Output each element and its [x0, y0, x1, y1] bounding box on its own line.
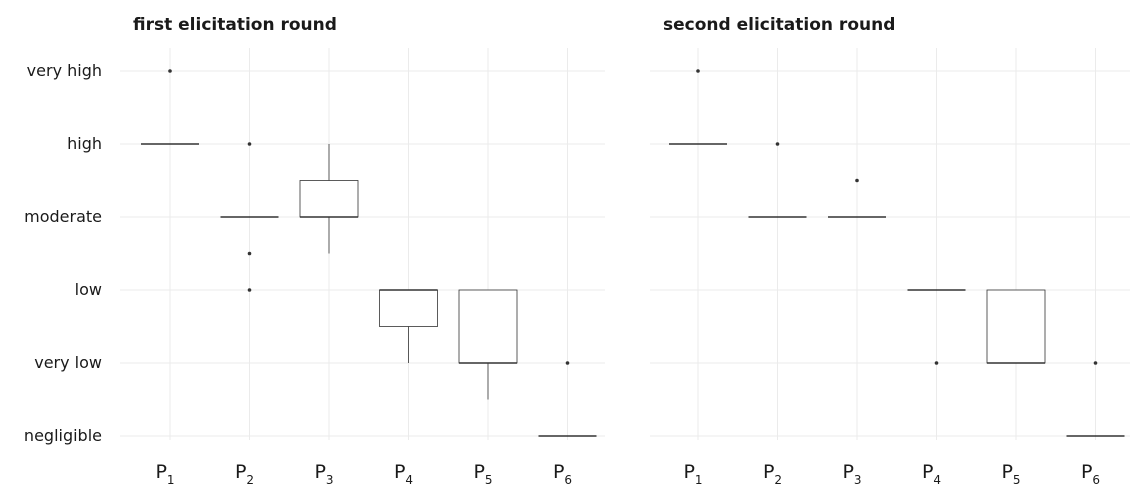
x-tick-label: P3 — [842, 461, 861, 487]
y-tick-label: negligible — [24, 426, 102, 445]
panel-title-first: first elicitation round — [133, 15, 337, 35]
x-tick-label: P4 — [394, 461, 413, 487]
panel-title-second: second elicitation round — [663, 15, 895, 35]
y-tick-label: high — [67, 134, 102, 153]
x-axis-labels: P1 P2 P3 P4 P5 P6 P1 P2 P3 P4 P5 P6 — [155, 461, 1100, 487]
boxes — [141, 69, 1125, 437]
x-tick-label: P1 — [683, 461, 702, 487]
y-tick-label: very low — [34, 353, 102, 372]
box-body — [458, 289, 518, 364]
outlier-point — [565, 361, 570, 365]
box-body — [986, 289, 1046, 364]
outlier-point — [247, 288, 252, 292]
outlier-point — [855, 178, 859, 183]
gridlines — [120, 48, 1130, 440]
outlier-point — [168, 69, 172, 73]
outlier-point — [247, 142, 252, 146]
box-body — [379, 289, 438, 327]
x-tick-label: P2 — [763, 461, 782, 487]
outlier-point — [696, 69, 700, 73]
y-tick-label: very high — [27, 61, 102, 80]
x-tick-label: P5 — [473, 461, 492, 487]
x-tick-label: P5 — [1001, 461, 1020, 487]
y-axis-labels: negligible very low low moderate high very hi… — [24, 61, 102, 445]
box-body — [299, 180, 359, 218]
x-tick-label: P6 — [553, 461, 572, 487]
x-tick-label: P6 — [1081, 461, 1100, 487]
y-tick-label: moderate — [24, 207, 102, 226]
outlier-point — [1093, 361, 1098, 365]
y-tick-label: low — [75, 280, 102, 299]
x-tick-label: P2 — [235, 461, 254, 487]
x-tick-label: P4 — [922, 461, 941, 487]
outlier-point — [934, 361, 939, 365]
x-tick-label: P3 — [314, 461, 333, 487]
outlier-point — [247, 251, 252, 256]
x-tick-label: P1 — [155, 461, 174, 487]
outlier-point — [775, 142, 780, 146]
